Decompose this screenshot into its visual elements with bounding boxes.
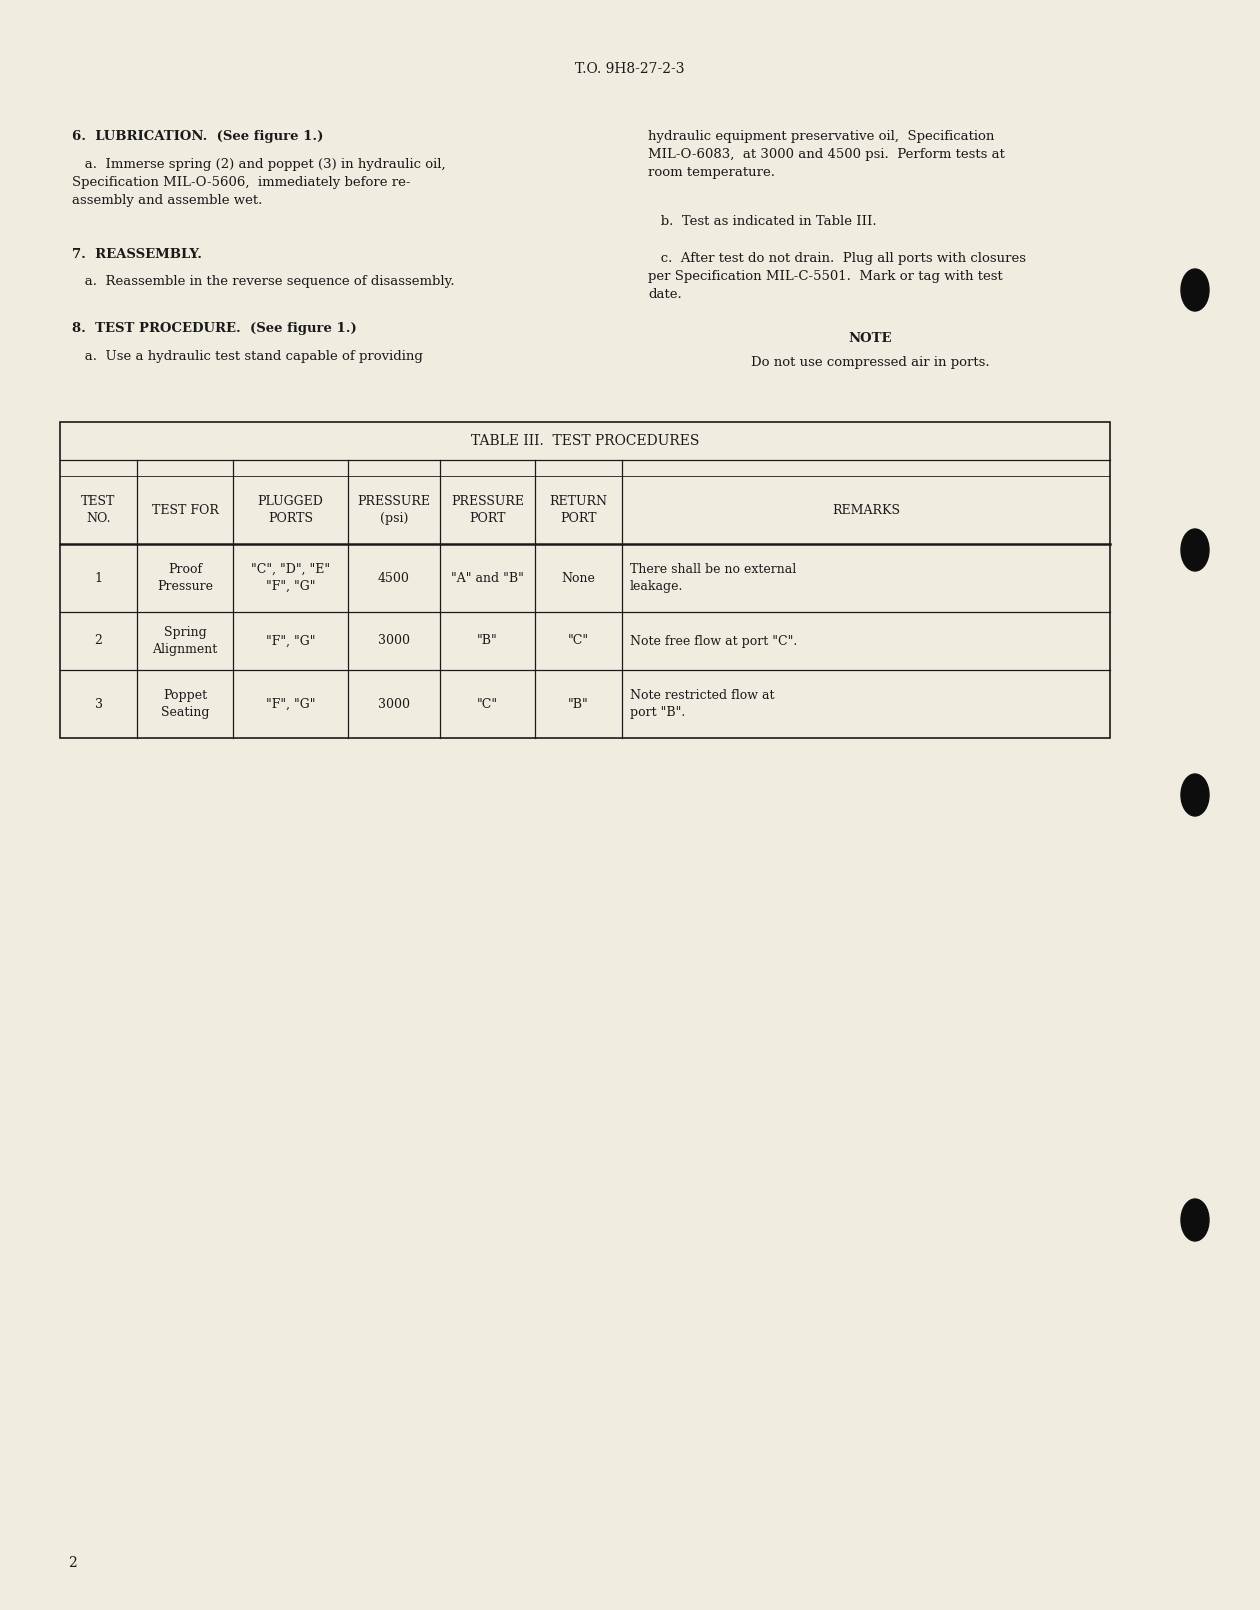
Text: Poppet
Seating: Poppet Seating — [161, 689, 209, 718]
Text: TEST FOR: TEST FOR — [151, 504, 218, 517]
Text: Do not use compressed air in ports.: Do not use compressed air in ports. — [751, 356, 989, 369]
Text: None: None — [562, 572, 596, 584]
Text: T.O. 9H8-27-2-3: T.O. 9H8-27-2-3 — [576, 63, 684, 76]
Text: a.  Use a hydraulic test stand capable of providing: a. Use a hydraulic test stand capable of… — [72, 349, 423, 362]
Text: REMARKS: REMARKS — [832, 504, 900, 517]
Text: 3000: 3000 — [378, 634, 410, 647]
Text: c.  After test do not drain.  Plug all ports with closures
per Specification MIL: c. After test do not drain. Plug all por… — [648, 253, 1026, 301]
Text: 8.  TEST PROCEDURE.  (See figure 1.): 8. TEST PROCEDURE. (See figure 1.) — [72, 322, 357, 335]
Text: 4500: 4500 — [378, 572, 410, 584]
Text: TABLE III.  TEST PROCEDURES: TABLE III. TEST PROCEDURES — [471, 435, 699, 448]
Text: a.  Reassemble in the reverse sequence of disassembly.: a. Reassemble in the reverse sequence of… — [72, 275, 455, 288]
Text: 3000: 3000 — [378, 697, 410, 710]
Text: "A" and "B": "A" and "B" — [451, 572, 524, 584]
Text: RETURN
PORT: RETURN PORT — [549, 496, 607, 525]
Text: "B": "B" — [478, 634, 498, 647]
Text: "B": "B" — [568, 697, 588, 710]
Ellipse shape — [1181, 530, 1210, 572]
Text: PRESSURE
(psi): PRESSURE (psi) — [358, 496, 431, 525]
Text: TEST
NO.: TEST NO. — [82, 496, 116, 525]
Text: 3: 3 — [94, 697, 102, 710]
Ellipse shape — [1181, 1199, 1210, 1241]
Text: 1: 1 — [94, 572, 102, 584]
Text: "C", "D", "E"
"F", "G": "C", "D", "E" "F", "G" — [251, 564, 330, 592]
Text: "C": "C" — [568, 634, 590, 647]
Ellipse shape — [1181, 269, 1210, 311]
Text: "C": "C" — [478, 697, 498, 710]
Ellipse shape — [1181, 774, 1210, 816]
Text: 2: 2 — [68, 1555, 77, 1570]
Text: hydraulic equipment preservative oil,  Specification
MIL-O-6083,  at 3000 and 45: hydraulic equipment preservative oil, Sp… — [648, 130, 1005, 179]
Text: 2: 2 — [94, 634, 102, 647]
Text: Spring
Alignment: Spring Alignment — [152, 626, 218, 655]
Text: There shall be no external
leakage.: There shall be no external leakage. — [630, 564, 796, 592]
Text: "F", "G": "F", "G" — [266, 697, 315, 710]
Text: a.  Immerse spring (2) and poppet (3) in hydraulic oil,
Specification MIL-O-5606: a. Immerse spring (2) and poppet (3) in … — [72, 158, 446, 208]
Bar — [60, 422, 1110, 737]
Text: Note free flow at port "C".: Note free flow at port "C". — [630, 634, 798, 647]
Text: b.  Test as indicated in Table III.: b. Test as indicated in Table III. — [648, 216, 877, 229]
Text: PRESSURE
PORT: PRESSURE PORT — [451, 496, 524, 525]
Text: Note restricted flow at
port "B".: Note restricted flow at port "B". — [630, 689, 775, 718]
Text: 6.  LUBRICATION.  (See figure 1.): 6. LUBRICATION. (See figure 1.) — [72, 130, 324, 143]
Text: PLUGGED
PORTS: PLUGGED PORTS — [257, 496, 324, 525]
Text: Proof
Pressure: Proof Pressure — [158, 564, 213, 592]
Text: 7.  REASSEMBLY.: 7. REASSEMBLY. — [72, 248, 202, 261]
Text: NOTE: NOTE — [848, 332, 892, 345]
Text: "F", "G": "F", "G" — [266, 634, 315, 647]
